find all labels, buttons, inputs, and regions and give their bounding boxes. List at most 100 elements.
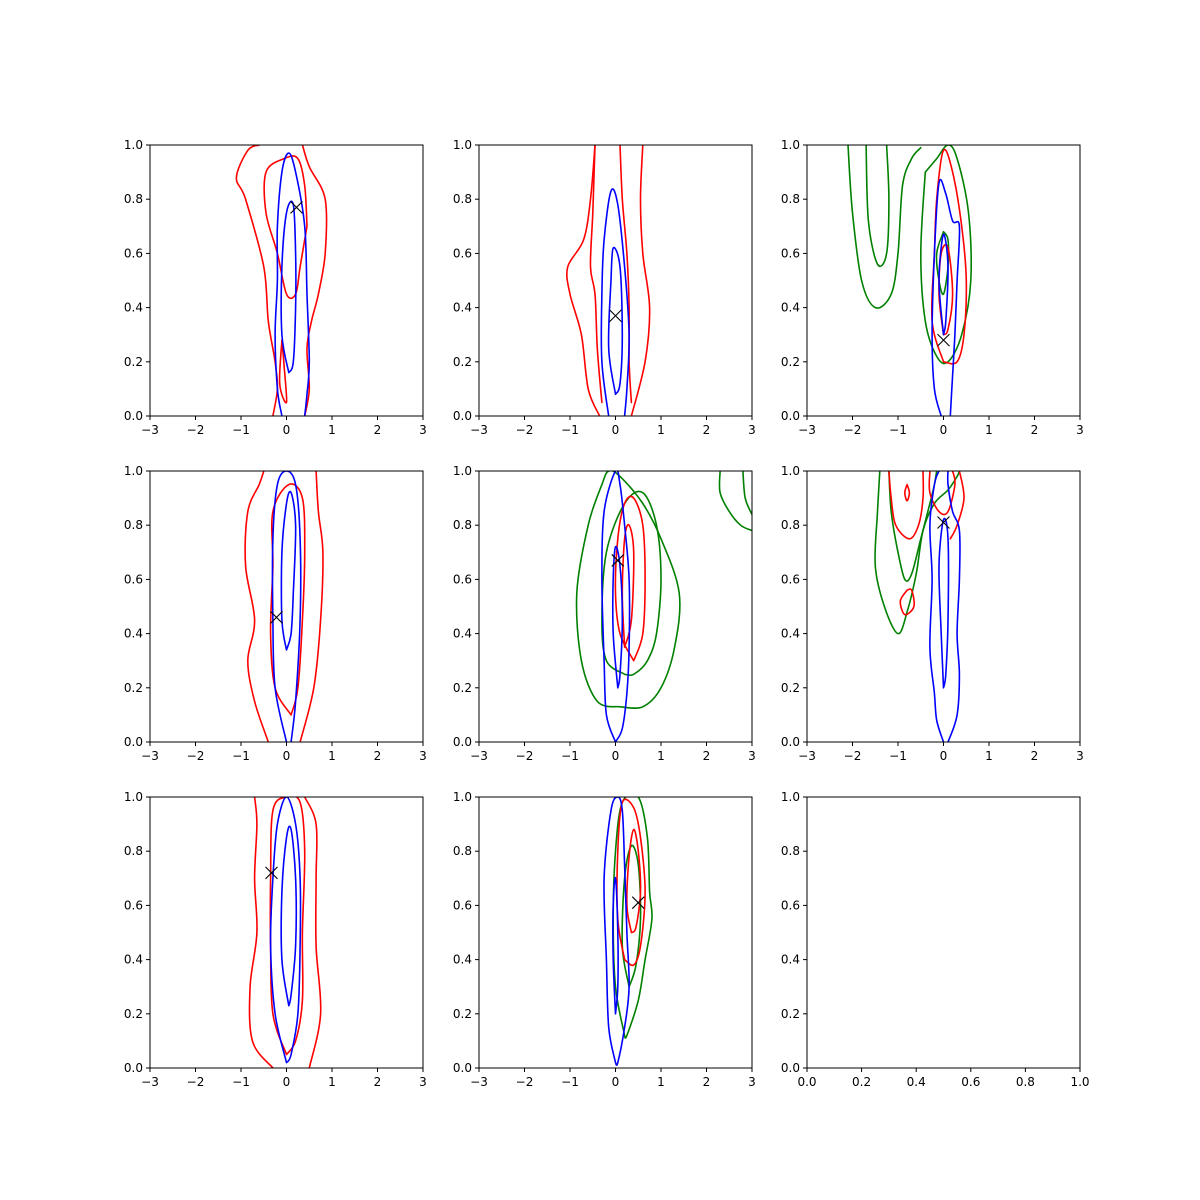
y-tick-label: 0.0 — [781, 1061, 800, 1075]
contour-line-red-0 — [248, 797, 274, 1068]
y-tick-label: 1.0 — [781, 790, 800, 804]
y-tick-label: 0.4 — [124, 301, 143, 315]
x-tick-label: 0.8 — [1016, 1075, 1035, 1089]
contour-line-red-1 — [303, 797, 322, 1068]
x-marker — [611, 554, 625, 567]
contour-line-red-5 — [928, 471, 956, 516]
contour-line-blue-7 — [938, 233, 949, 336]
x-tick-label: 0.2 — [852, 1075, 871, 1089]
x-tick-label: 0 — [612, 749, 620, 763]
y-tick-label: 0.8 — [453, 192, 472, 206]
subplot-r1c1: −3 −2 −1 0 1 2 3 0.0 0.2 0.4 0.6 0.8 1.0 — [453, 464, 756, 763]
contour-line-blue-4 — [280, 490, 297, 651]
x-marker-stroke — [631, 896, 645, 910]
x-marker — [937, 333, 950, 347]
contour-line-red-2 — [904, 483, 911, 502]
x-tick-label: −1 — [232, 423, 250, 437]
x-tick-label: 2 — [374, 749, 382, 763]
contour-line-red-1 — [630, 145, 651, 416]
y-tick-label: 0.0 — [453, 735, 472, 749]
y-tick-label: 1.0 — [124, 138, 143, 152]
y-tick-label: 0.4 — [781, 301, 800, 315]
subplot-r2c0: −3 −2 −1 0 1 2 3 0.0 0.2 0.4 0.6 0.8 1.0 — [124, 790, 427, 1089]
y-tick-label: 0.2 — [453, 1007, 472, 1021]
x-marker-stroke — [611, 554, 625, 567]
y-tick-label: 0.4 — [124, 953, 143, 967]
contour-line-blue-6 — [931, 178, 961, 416]
contour-line-green-0 — [575, 471, 681, 709]
y-tick-label: 0.0 — [781, 409, 800, 423]
x-tick-label: −2 — [187, 423, 205, 437]
y-tick-label: 0.0 — [124, 1061, 143, 1075]
y-tick-label: 0.8 — [124, 518, 143, 532]
x-tick-label: 1 — [657, 1075, 665, 1089]
y-tick-label: 1.0 — [453, 138, 472, 152]
y-tick-label: 0.0 — [453, 409, 472, 423]
x-tick-label: −3 — [141, 1075, 159, 1089]
x-tick-label: 0 — [283, 749, 291, 763]
contour-line-red-4 — [614, 495, 646, 662]
y-tick-label: 1.0 — [453, 464, 472, 478]
axes-frame — [806, 796, 1081, 1069]
contour-group — [248, 797, 322, 1068]
y-tick-label: 0.8 — [124, 192, 143, 206]
contour-line-blue-4 — [274, 152, 311, 416]
y-tick-label: 1.0 — [453, 790, 472, 804]
x-tick-label: −2 — [844, 749, 862, 763]
contour-group — [566, 145, 651, 416]
x-tick-label: 3 — [748, 1075, 756, 1089]
x-tick-label: −1 — [232, 749, 250, 763]
x-tick-label: −3 — [470, 1075, 488, 1089]
contour-line-blue-4 — [603, 797, 630, 1066]
contour-line-blue-7 — [611, 545, 624, 689]
contour-group — [603, 797, 653, 1066]
y-tick-label: 0.2 — [124, 1007, 143, 1021]
y-tick-label: 1.0 — [781, 138, 800, 152]
x-tick-label: 3 — [419, 423, 427, 437]
x-tick-label: 0 — [283, 1075, 291, 1089]
subplot-r1c2: −3 −2 −1 0 1 2 3 0.0 0.2 0.4 0.6 0.8 1.0 — [781, 464, 1084, 763]
x-marker — [937, 516, 950, 529]
contour-group — [847, 145, 973, 416]
x-tick-label: −1 — [232, 1075, 250, 1089]
x-marker — [265, 866, 278, 880]
x-tick-label: −3 — [470, 749, 488, 763]
y-tick-label: 0.4 — [453, 301, 472, 315]
subplot-r2c2: 0.0 0.2 0.4 0.6 0.8 1.0 0.0 0.2 0.4 0.6 0.8 1.0 — [781, 790, 1090, 1089]
y-tick-label: 0.6 — [124, 572, 143, 586]
contour-line-blue-5 — [607, 246, 624, 396]
x-tick-label: −2 — [516, 423, 534, 437]
x-tick-label: 1 — [985, 423, 993, 437]
y-tick-label: 0.6 — [453, 898, 472, 912]
x-tick-label: 0.0 — [797, 1075, 816, 1089]
contour-line-red-4 — [888, 471, 925, 540]
y-tick-label: 0.8 — [124, 844, 143, 858]
x-tick-label: −2 — [187, 1075, 205, 1089]
contour-line-red-2 — [263, 155, 308, 300]
x-tick-label: 3 — [419, 749, 427, 763]
y-tick-label: 0.2 — [781, 1007, 800, 1021]
y-tick-label: 0.8 — [781, 844, 800, 858]
contour-line-red-0 — [566, 145, 601, 416]
x-marker — [631, 896, 645, 910]
contour-group — [575, 471, 752, 742]
x-tick-label: 3 — [1076, 423, 1084, 437]
x-tick-label: 1 — [328, 423, 336, 437]
y-tick-label: 0.2 — [124, 355, 143, 369]
x-tick-label: 0 — [940, 749, 948, 763]
y-tick-label: 0.6 — [453, 572, 472, 586]
x-marker — [270, 610, 283, 624]
y-tick-label: 0.2 — [781, 681, 800, 695]
y-tick-label: 0.6 — [781, 572, 800, 586]
y-tick-label: 1.0 — [124, 464, 143, 478]
x-marker-stroke — [937, 333, 950, 347]
x-tick-label: 1 — [328, 749, 336, 763]
x-marker — [609, 309, 622, 323]
y-tick-label: 0.4 — [453, 627, 472, 641]
x-tick-label: −2 — [844, 423, 862, 437]
x-tick-label: 2 — [703, 423, 711, 437]
x-marker-stroke — [270, 610, 283, 624]
subplot-r2c1: −3 −2 −1 0 1 2 3 0.0 0.2 0.4 0.6 0.8 1.0 — [453, 790, 756, 1089]
